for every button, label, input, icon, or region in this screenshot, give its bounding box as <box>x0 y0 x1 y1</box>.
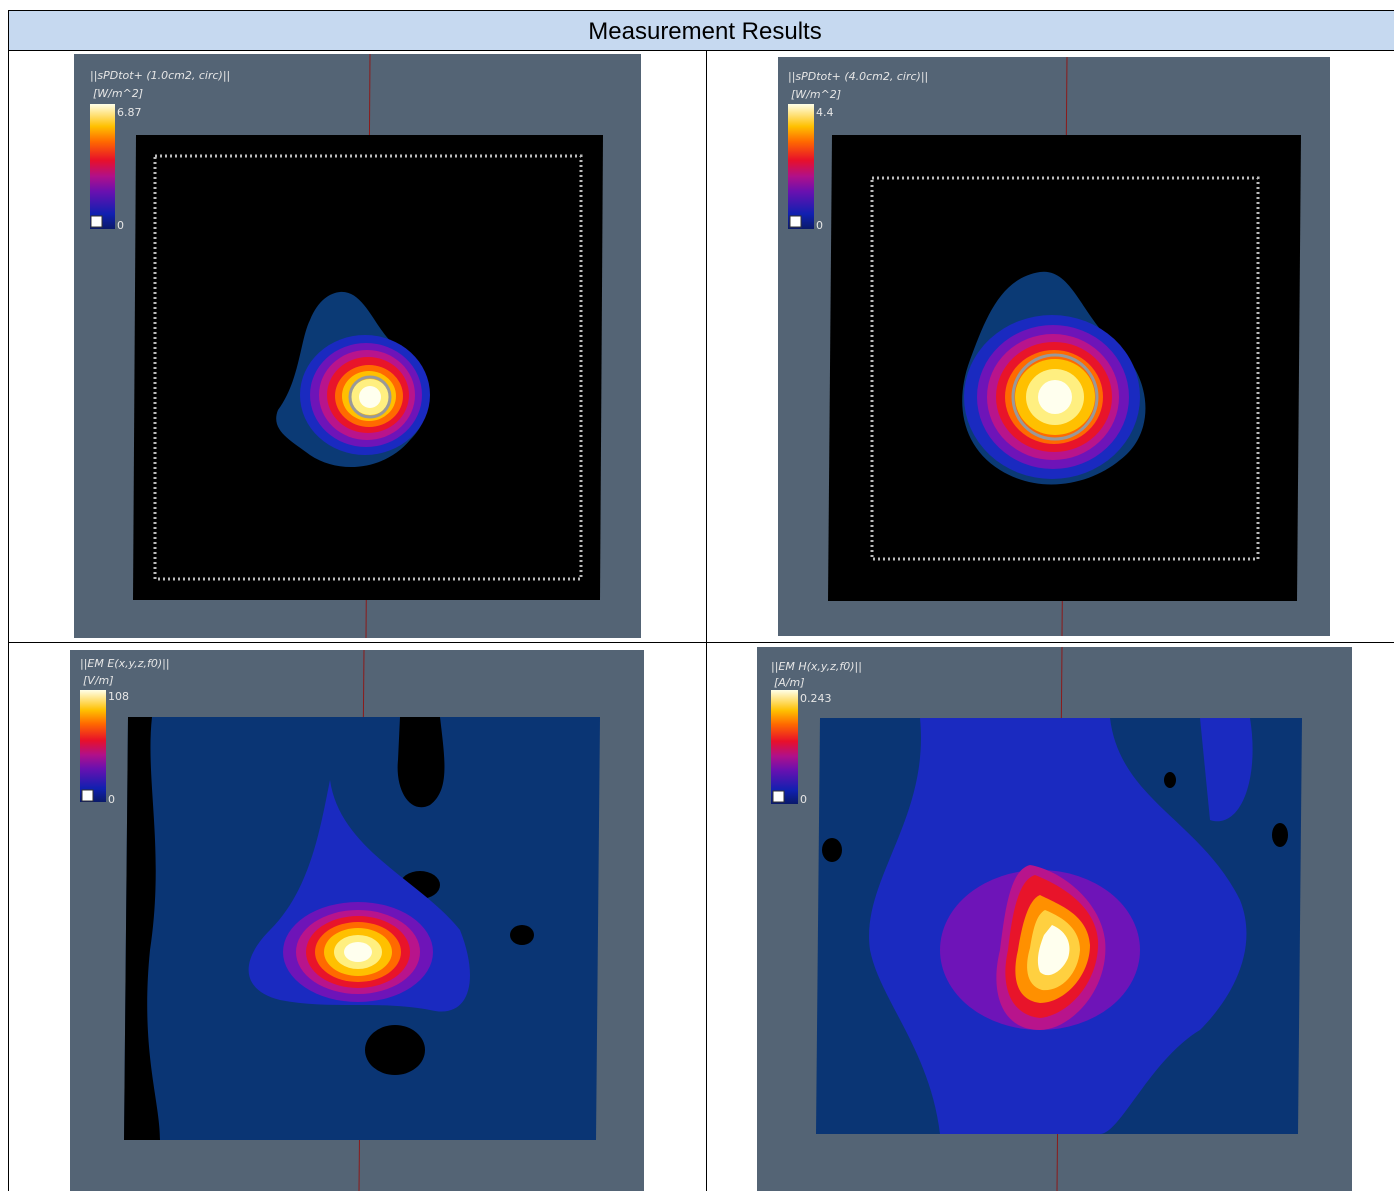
scale-min: 0 <box>816 219 823 232</box>
scale-max: 108 <box>108 690 129 703</box>
scale-min: 0 <box>108 793 115 806</box>
panel-plot <box>74 53 641 639</box>
unit-label: [W/m^2] <box>93 87 143 100</box>
table-title: Measurement Results <box>588 18 821 45</box>
panel-label: ||sPDtot+ (1.0cm2, circ)|| <box>90 69 230 82</box>
panel-plot <box>778 56 1330 637</box>
unit-label: [V/m] <box>83 674 114 687</box>
panel-plot <box>70 649 644 1191</box>
header-cell <box>9 11 1394 50</box>
unit-label: [A/m] <box>774 676 805 689</box>
scale-min: 0 <box>117 219 124 232</box>
unit-label: [W/m^2] <box>791 88 841 101</box>
table-border <box>8 10 1394 1191</box>
panel-plot <box>757 646 1352 1191</box>
scale-max: 0.243 <box>800 692 832 705</box>
panel-label: ||sPDtot+ (4.0cm2, circ)|| <box>788 70 928 83</box>
panel-label: ||EM H(x,y,z,f0)|| <box>771 660 862 673</box>
scale-min: 0 <box>800 793 807 806</box>
scale-max: 4.4 <box>816 106 834 119</box>
panel-label: ||EM E(x,y,z,f0)|| <box>80 657 170 670</box>
scale-max: 6.87 <box>117 106 142 119</box>
